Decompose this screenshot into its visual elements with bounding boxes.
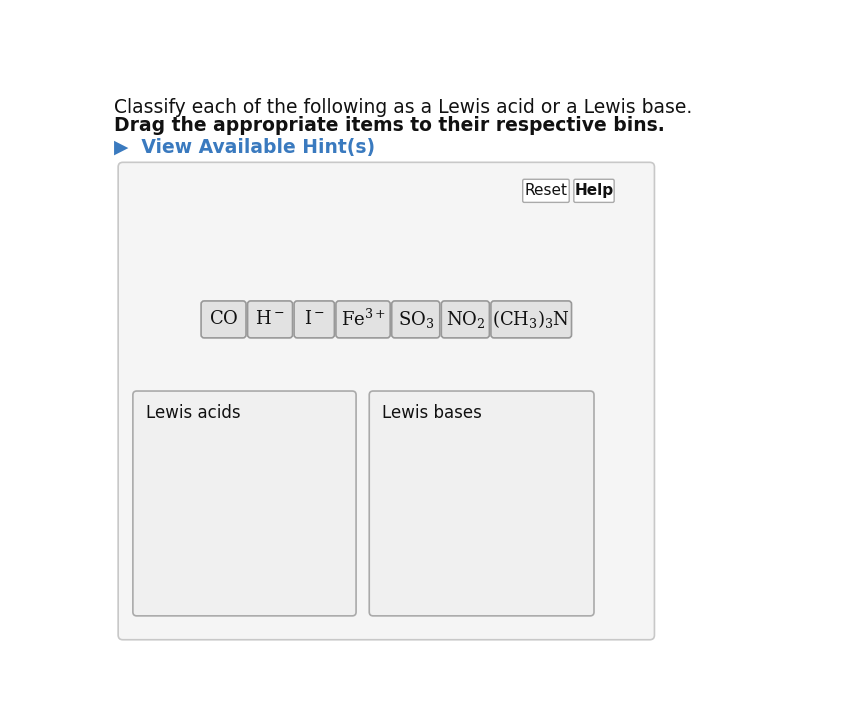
Text: Reset: Reset bbox=[525, 183, 568, 198]
FancyBboxPatch shape bbox=[201, 301, 246, 338]
FancyBboxPatch shape bbox=[336, 301, 390, 338]
FancyBboxPatch shape bbox=[392, 301, 440, 338]
FancyBboxPatch shape bbox=[442, 301, 489, 338]
Text: ▶  View Available Hint(s): ▶ View Available Hint(s) bbox=[113, 138, 375, 156]
Text: Classify each of the following as a Lewis acid or a Lewis base.: Classify each of the following as a Lewi… bbox=[113, 98, 692, 117]
Text: Help: Help bbox=[574, 183, 613, 198]
FancyBboxPatch shape bbox=[118, 162, 655, 640]
FancyBboxPatch shape bbox=[248, 301, 293, 338]
FancyBboxPatch shape bbox=[491, 301, 572, 338]
FancyBboxPatch shape bbox=[523, 180, 569, 203]
FancyBboxPatch shape bbox=[369, 391, 594, 616]
FancyBboxPatch shape bbox=[574, 180, 614, 203]
Text: $\mathregular{CO}$: $\mathregular{CO}$ bbox=[209, 311, 239, 329]
FancyBboxPatch shape bbox=[133, 391, 356, 616]
FancyBboxPatch shape bbox=[294, 301, 334, 338]
Text: $\mathregular{(CH_3)_3N}$: $\mathregular{(CH_3)_3N}$ bbox=[492, 308, 570, 330]
Text: $\mathregular{SO_3}$: $\mathregular{SO_3}$ bbox=[398, 309, 434, 330]
Text: Lewis acids: Lewis acids bbox=[146, 404, 240, 422]
Text: $\mathregular{Fe^{3+}}$: $\mathregular{Fe^{3+}}$ bbox=[341, 309, 386, 330]
Text: $\mathregular{H^-}$: $\mathregular{H^-}$ bbox=[255, 311, 285, 329]
Text: Lewis bases: Lewis bases bbox=[382, 404, 482, 422]
Text: Drag the appropriate items to their respective bins.: Drag the appropriate items to their resp… bbox=[113, 116, 664, 135]
Text: $\mathregular{I^-}$: $\mathregular{I^-}$ bbox=[304, 311, 325, 329]
Text: $\mathregular{NO_2}$: $\mathregular{NO_2}$ bbox=[446, 309, 485, 330]
